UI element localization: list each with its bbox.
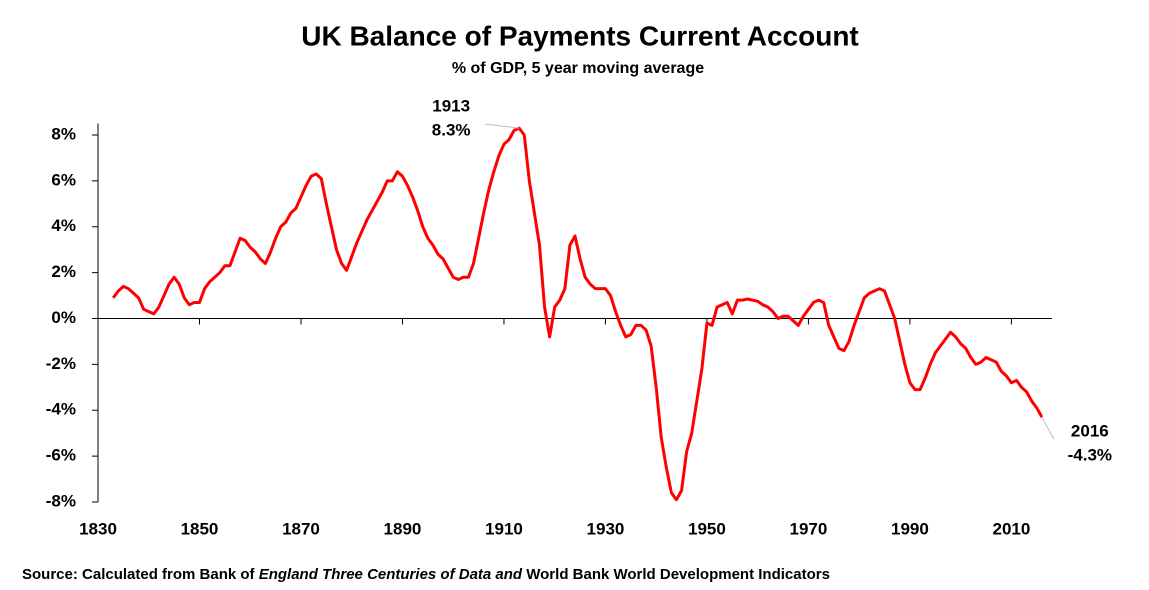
x-tick-label: 1890 (384, 519, 422, 538)
y-tick-label: -8% (46, 491, 76, 510)
annotation-year: 2016 (1071, 422, 1109, 441)
y-tick-label: 8% (51, 124, 76, 143)
x-tick-label: 1910 (485, 519, 523, 538)
source-part: England Three Centuries of Data and (259, 566, 523, 583)
x-tick-label: 1950 (688, 519, 726, 538)
x-tick-label: 1970 (790, 519, 828, 538)
source-note: Source: Calculated from Bank of England … (22, 566, 830, 583)
x-tick-label: 1850 (181, 519, 219, 538)
x-tick-label: 1930 (587, 519, 625, 538)
y-tick-label: -2% (46, 354, 76, 373)
source-part: Source: Calculated from Bank of (22, 566, 259, 583)
annotation-leader (1041, 416, 1055, 440)
y-tick-label: 0% (51, 308, 76, 327)
y-tick-label: 4% (51, 216, 76, 235)
y-tick-label: -6% (46, 446, 76, 465)
chart-subtitle: % of GDP, 5 year moving average (452, 60, 704, 77)
y-tick-label: 2% (51, 262, 76, 281)
annotation-year: 1913 (432, 97, 470, 116)
annotation-leader (485, 123, 520, 129)
annotation-value: -4.3% (1068, 446, 1112, 465)
y-tick-label: -4% (46, 400, 76, 419)
source-part: World Bank World Development Indicators (522, 566, 830, 583)
data-line (112, 126, 1044, 502)
y-tick-label: 6% (51, 170, 76, 189)
x-tick-label: 1830 (79, 519, 117, 538)
x-tick-label: 1990 (891, 519, 929, 538)
chart-title: UK Balance of Payments Current Account (301, 20, 859, 51)
annotation-value: 8.3% (432, 121, 471, 140)
x-tick-label: 1870 (282, 519, 320, 538)
x-tick-label: 2010 (992, 519, 1030, 538)
